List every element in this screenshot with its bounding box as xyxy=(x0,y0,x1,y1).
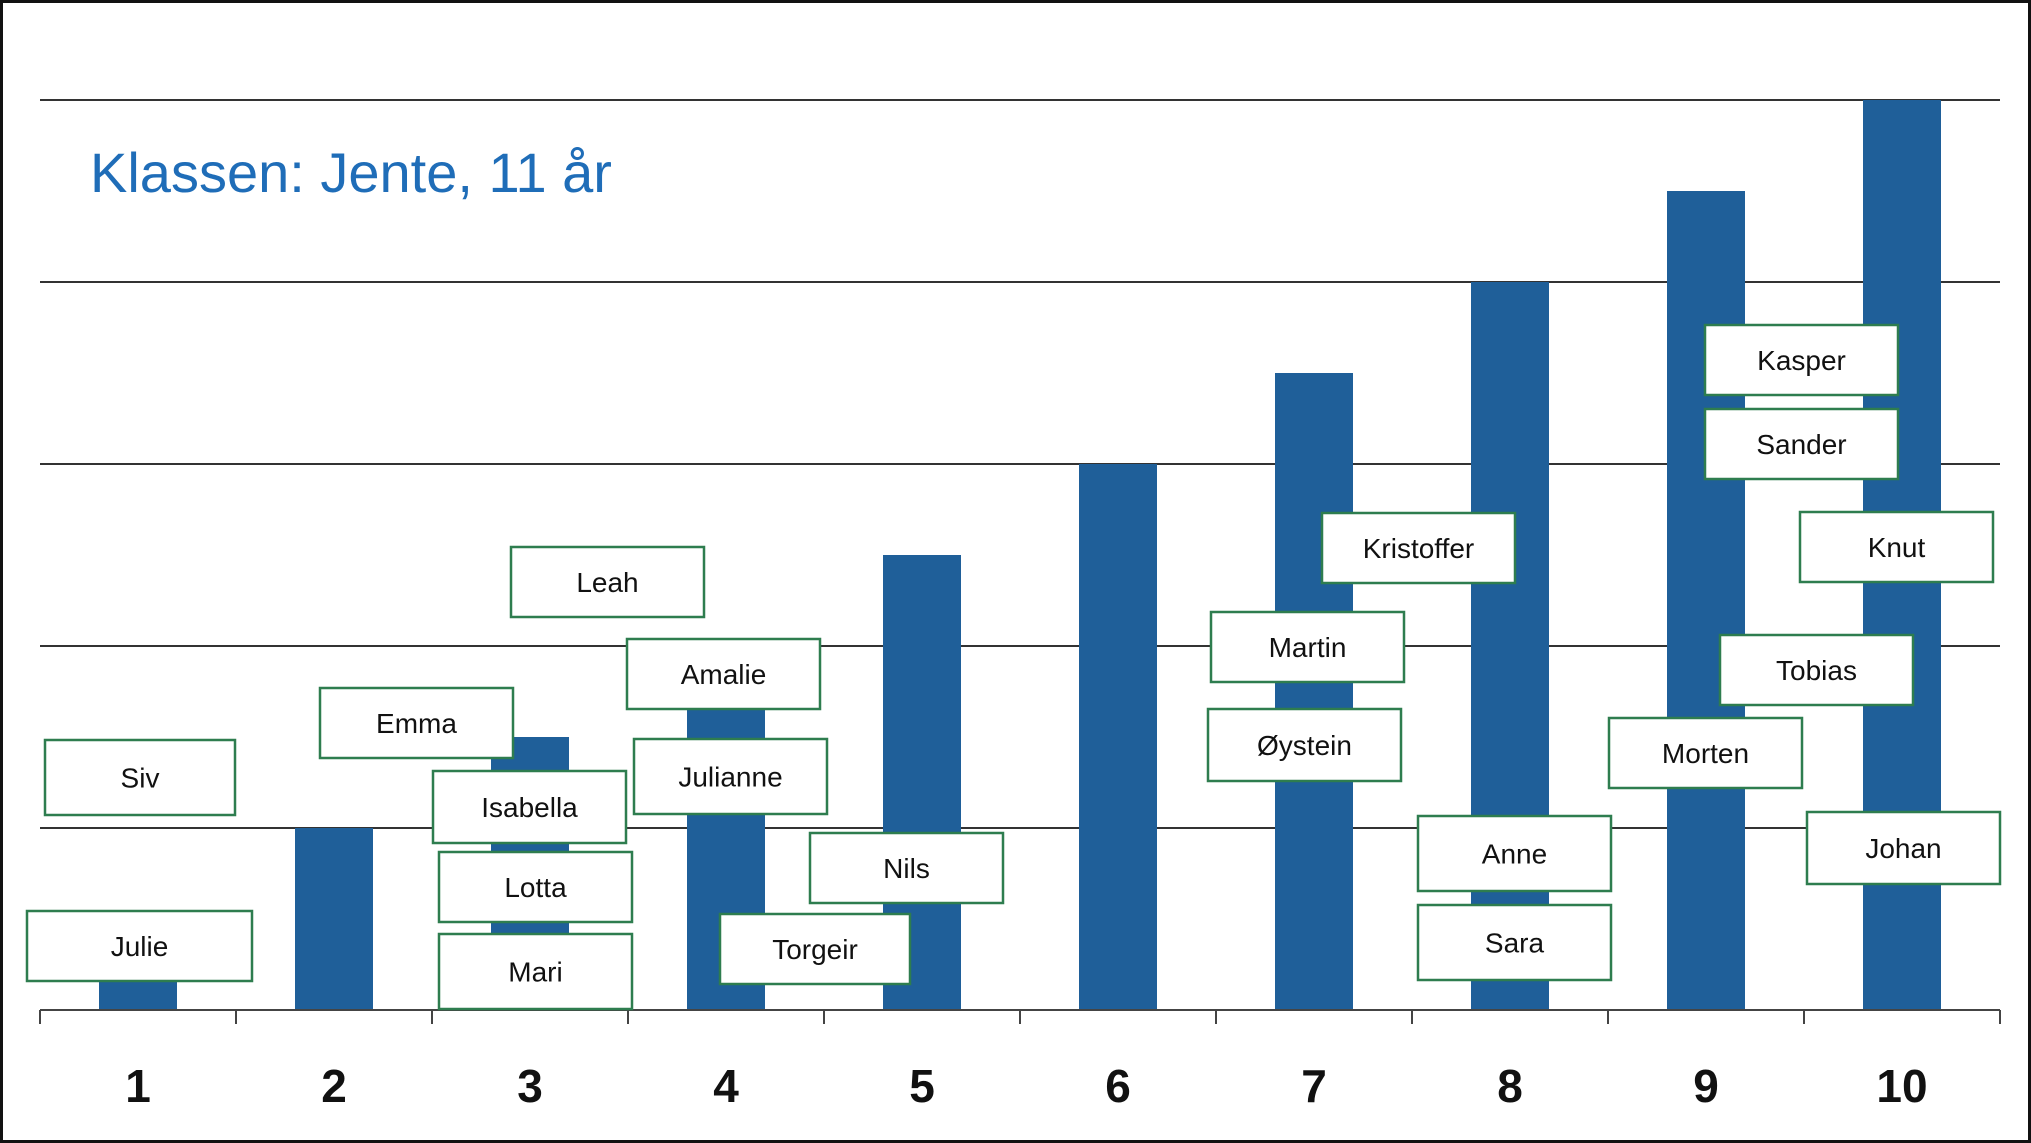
name-label: Nils xyxy=(883,853,930,884)
x-tick-label: 1 xyxy=(125,1060,151,1112)
name-label: Sara xyxy=(1485,928,1545,959)
x-tick-label: 6 xyxy=(1105,1060,1131,1112)
name-label-box: Emma xyxy=(318,686,515,760)
name-label-box: Morten xyxy=(1607,716,1804,790)
name-label: Tobias xyxy=(1776,655,1857,686)
name-label: Siv xyxy=(121,763,160,794)
name-label-box: Kristoffer xyxy=(1320,511,1517,585)
x-tick-label: 8 xyxy=(1497,1060,1523,1112)
name-label: Isabella xyxy=(481,792,578,823)
name-label: Johan xyxy=(1865,833,1941,864)
name-label-box: Amalie xyxy=(625,637,822,711)
name-label-box: Øystein xyxy=(1206,707,1403,783)
name-label-box: Kasper xyxy=(1703,323,1900,397)
name-label-box: Julianne xyxy=(632,737,829,816)
name-label-box: Torgeir xyxy=(718,912,912,986)
bar xyxy=(1471,282,1549,1010)
x-tick-label: 5 xyxy=(909,1060,935,1112)
name-label: Anne xyxy=(1482,839,1547,870)
name-label: Sander xyxy=(1756,429,1846,460)
name-label: Kristoffer xyxy=(1363,533,1475,564)
bar xyxy=(1079,464,1157,1010)
name-label-box: Nils xyxy=(808,831,1005,905)
name-label: Knut xyxy=(1868,532,1926,563)
name-label: Amalie xyxy=(681,659,767,690)
x-tick-label: 3 xyxy=(517,1060,543,1112)
name-label-box: Johan xyxy=(1805,810,2002,886)
chart-title: Klassen: Jente, 11 år xyxy=(90,141,612,204)
x-tick-label: 9 xyxy=(1693,1060,1719,1112)
x-tick-label: 7 xyxy=(1301,1060,1327,1112)
name-label-box: Mari xyxy=(437,932,634,1011)
name-label: Leah xyxy=(576,567,638,598)
name-label: Julie xyxy=(111,931,169,962)
bar xyxy=(295,828,373,1010)
bar xyxy=(1275,373,1353,1010)
name-label-box: Knut xyxy=(1798,510,1995,584)
name-label-box: Martin xyxy=(1209,610,1406,684)
name-label: Julianne xyxy=(678,762,782,793)
x-tick-label: 4 xyxy=(713,1060,739,1112)
name-label: Torgeir xyxy=(772,934,858,965)
name-label: Morten xyxy=(1662,738,1749,769)
name-label: Mari xyxy=(508,957,562,988)
name-label-box: Julie xyxy=(25,909,254,983)
name-label-box: Tobias xyxy=(1718,633,1915,707)
name-label-box: Isabella xyxy=(431,769,628,845)
name-label-box: Anne xyxy=(1416,814,1613,893)
name-label: Martin xyxy=(1269,632,1347,663)
name-label: Emma xyxy=(376,708,457,739)
bar xyxy=(1667,191,1745,1010)
name-label: Lotta xyxy=(504,872,567,903)
name-label-box: Sara xyxy=(1416,903,1613,982)
name-label: Øystein xyxy=(1257,730,1352,761)
name-label: Kasper xyxy=(1757,345,1846,376)
name-label-box: Sander xyxy=(1703,407,1900,481)
x-tick-label: 2 xyxy=(321,1060,347,1112)
name-label-box: Lotta xyxy=(437,850,634,924)
name-label-box: Siv xyxy=(43,738,237,817)
x-tick-label: 10 xyxy=(1876,1060,1927,1112)
name-label-box: Leah xyxy=(509,545,706,619)
